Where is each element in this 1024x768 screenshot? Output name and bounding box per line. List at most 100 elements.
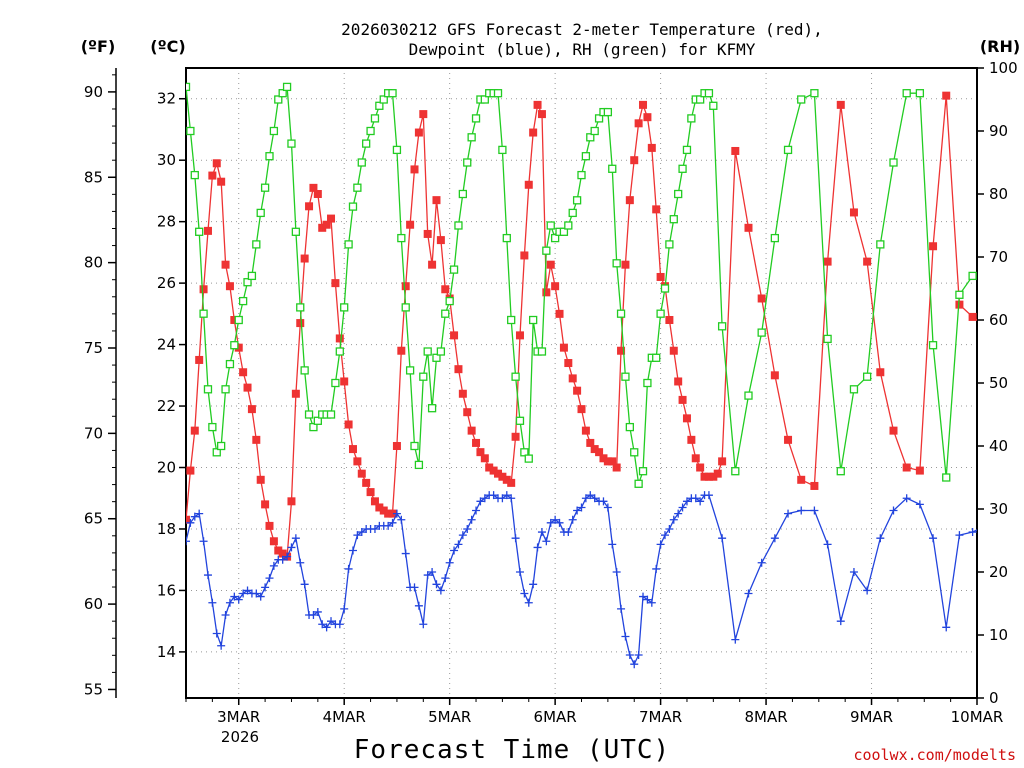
celsius-tick-label: 32 — [157, 90, 176, 108]
rh-point — [265, 152, 274, 161]
temperature-point — [265, 521, 274, 530]
fahrenheit-tick-label: 55 — [84, 680, 103, 698]
rh-point — [471, 114, 481, 123]
rh-point — [278, 89, 287, 98]
dewpoint-point — [524, 598, 533, 607]
temperature-point — [568, 374, 577, 383]
celsius-tick-label: 22 — [157, 397, 176, 415]
dewpoint-point — [458, 531, 467, 540]
gridlines — [186, 68, 977, 698]
rh-point — [427, 404, 437, 413]
dewpoint-point — [195, 509, 204, 518]
temperature-point — [467, 426, 476, 435]
rh-point — [243, 278, 252, 287]
temperature-point — [647, 143, 656, 152]
dewpoint-point — [660, 531, 669, 540]
celsius-tick-label: 30 — [157, 151, 176, 169]
rh-point — [968, 271, 977, 281]
rh-point — [537, 347, 547, 356]
temperature-point — [643, 113, 652, 122]
rh-tick-label: 0 — [989, 689, 999, 707]
dewpoint-point — [252, 589, 261, 598]
temperature-point — [770, 371, 779, 380]
celsius-tick-label: 26 — [157, 274, 176, 292]
dewpoint-point — [537, 528, 546, 537]
dewpoint-point — [942, 623, 951, 632]
rh-point — [331, 378, 340, 388]
temperature-point — [401, 282, 410, 291]
rh-tick-label: 70 — [989, 248, 1008, 266]
dewpoint-point — [573, 506, 582, 515]
x-tick-label: 9MAR — [850, 708, 893, 726]
temperature-point — [634, 119, 643, 128]
dewpoint-point — [344, 564, 353, 573]
dewpoint-point — [731, 635, 740, 644]
rh-point — [326, 410, 336, 419]
rh-point — [397, 233, 406, 243]
temperature-point — [665, 316, 674, 324]
dewpoint-point — [287, 543, 296, 552]
temperature-point — [239, 368, 248, 377]
dewpoint-point — [291, 534, 300, 543]
dewpoint-point — [643, 595, 652, 604]
temperature-point — [256, 475, 265, 484]
rh-point — [515, 416, 525, 425]
rh-tick-label: 90 — [989, 122, 1008, 140]
dewpoint-point — [630, 660, 639, 669]
dewpoint-point — [454, 540, 463, 549]
temperature-point — [595, 448, 604, 457]
temperature-point — [617, 346, 626, 355]
dewpoint-point — [784, 509, 793, 518]
fahrenheit-tick-label: 65 — [84, 510, 103, 528]
rh-unit-label: (RH) — [980, 37, 1020, 56]
dewpoint-point — [625, 650, 634, 659]
dewpoint-point — [551, 515, 560, 524]
fahrenheit-tick-label: 85 — [84, 168, 103, 186]
dewpoint-point — [243, 586, 252, 595]
rh-point — [511, 372, 520, 381]
rh-point — [687, 114, 696, 123]
rh-point — [731, 467, 740, 476]
temperature-point — [731, 146, 740, 155]
temperature-point — [195, 355, 204, 364]
temperature-point — [537, 110, 546, 119]
dewpoint-point — [520, 589, 529, 598]
rh-point — [744, 391, 753, 400]
dewpoint-point — [388, 518, 397, 527]
rh-point — [524, 454, 533, 463]
rh-point — [542, 246, 551, 255]
rh-tick-label: 20 — [989, 563, 1008, 581]
rh-point — [581, 152, 591, 161]
temperature-point — [454, 365, 463, 374]
temperature-point — [581, 426, 590, 435]
rh-point — [199, 309, 208, 318]
temperature-point — [674, 377, 683, 386]
temperature-point — [348, 445, 357, 454]
dewpoint-point — [533, 543, 542, 552]
rh-point — [405, 366, 415, 375]
rh-point — [195, 227, 204, 236]
temperature-point — [691, 454, 700, 463]
dewpoint-point — [221, 611, 230, 620]
dewpoint-point — [929, 534, 938, 543]
temperature-point — [669, 346, 678, 355]
dewpoint-point — [432, 580, 441, 589]
year-label: 2026 — [221, 728, 259, 746]
celsius-tick-label: 18 — [157, 520, 176, 538]
temperature-point — [186, 466, 195, 475]
rh-point — [696, 95, 705, 104]
fahrenheit-tick-label: 90 — [84, 83, 103, 101]
temperature-point — [757, 294, 766, 303]
dewpoint-point — [810, 506, 819, 515]
dewpoint-point — [463, 524, 472, 533]
rh-point — [410, 441, 419, 451]
dewpoint-point — [423, 571, 432, 580]
temperature-point — [472, 438, 481, 447]
rh-point — [370, 114, 380, 123]
rh-point — [221, 385, 230, 394]
rh-point — [269, 126, 279, 136]
dewpoint-point — [669, 515, 678, 524]
temperature-point — [678, 395, 687, 404]
temperature-point — [287, 497, 296, 506]
